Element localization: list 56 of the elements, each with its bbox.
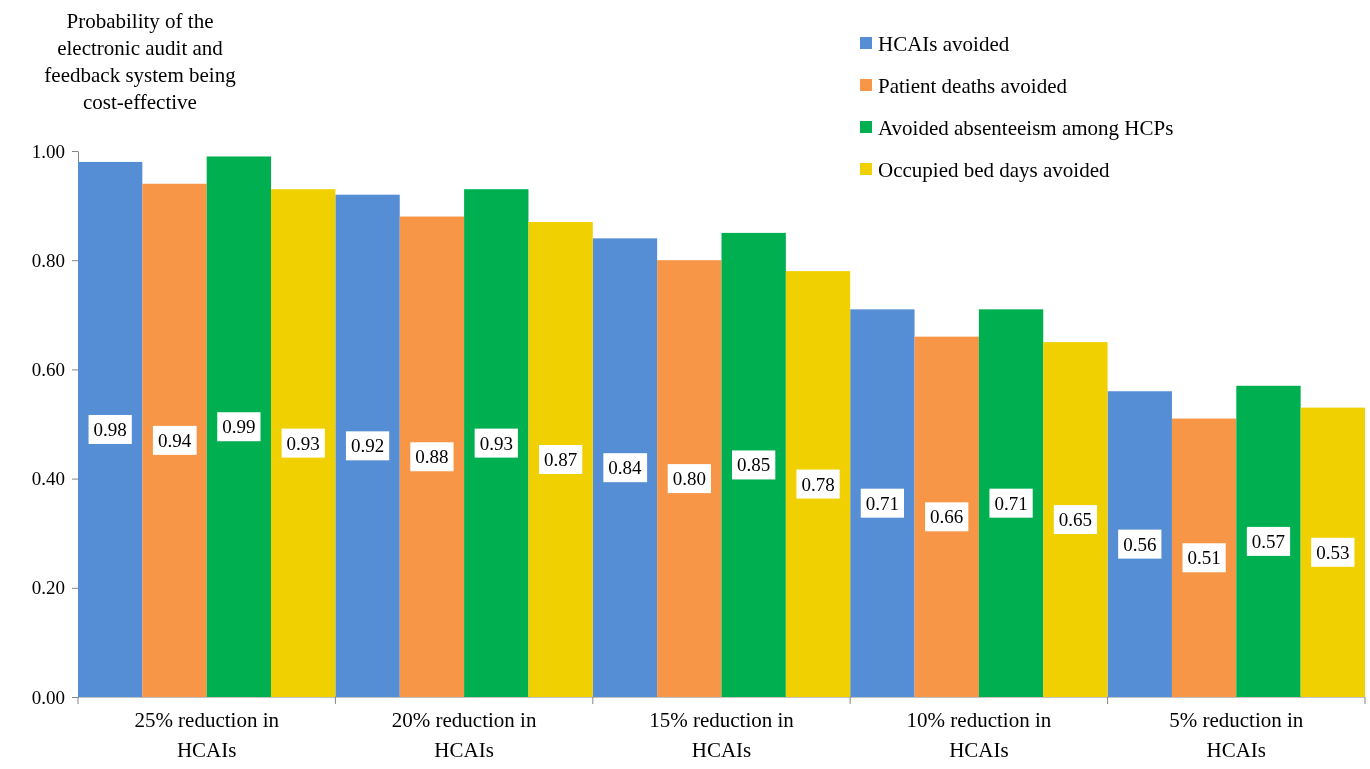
data-label: 0.85	[737, 454, 771, 476]
y-tick-label: 0.80	[31, 249, 65, 271]
data-label: 0.57	[1251, 530, 1286, 552]
data-label: 0.88	[415, 446, 449, 468]
bar	[1171, 418, 1237, 697]
data-label: 0.84	[608, 457, 643, 479]
legend-label: HCAIs avoided	[878, 32, 1010, 56]
bar	[657, 260, 722, 697]
data-label: 0.71	[865, 492, 899, 514]
legend-label: Avoided absenteeism among HCPs	[878, 116, 1174, 140]
bar	[206, 156, 272, 697]
x-tick-label: 25% reduction in HCAIs	[134, 708, 280, 762]
bar	[271, 189, 336, 697]
y-tick-label: 0.40	[31, 468, 65, 490]
legend-label: Occupied bed days avoided	[878, 158, 1110, 182]
y-tick-label: 0.00	[31, 686, 65, 708]
bar	[1236, 385, 1301, 697]
y-tick-label: 0.20	[31, 577, 65, 599]
bar	[78, 161, 143, 697]
x-tick-label: 10% reduction in HCAIs	[906, 708, 1052, 762]
bar	[1107, 391, 1172, 697]
data-label: 0.53	[1316, 541, 1350, 563]
bar	[785, 271, 851, 697]
data-label: 0.92	[350, 435, 385, 457]
legend-label: Patient deaths avoided	[878, 74, 1068, 98]
bar	[592, 238, 658, 697]
data-label: 0.78	[801, 473, 835, 495]
data-label: 0.66	[930, 506, 964, 528]
bar	[399, 216, 465, 697]
x-tick-label: 5% reduction in HCAIs	[1169, 708, 1304, 762]
data-label: 0.93	[479, 432, 513, 454]
data-label: 0.99	[222, 416, 256, 438]
bar	[335, 194, 400, 697]
data-label: 0.98	[93, 418, 127, 440]
bar	[850, 309, 915, 697]
data-label: 0.87	[544, 448, 578, 470]
y-tick-label: 1.00	[31, 140, 65, 162]
bar	[1043, 342, 1108, 697]
x-tick-label: 15% reduction in HCAIs	[649, 708, 795, 762]
bar	[914, 336, 979, 697]
data-label: 0.94	[157, 429, 192, 451]
y-axis-title: Probability of the electronic audit and feedback system being cost-effective	[44, 9, 237, 114]
bar	[464, 189, 529, 697]
data-label: 0.71	[994, 492, 1028, 514]
bar	[528, 221, 593, 697]
data-label: 0.80	[672, 468, 706, 490]
data-label: 0.51	[1187, 547, 1221, 569]
y-tick-label: 0.60	[31, 358, 65, 380]
x-tick-label: 20% reduction in HCAIs	[391, 708, 537, 762]
data-label: 0.93	[286, 432, 320, 454]
data-label: 0.56	[1123, 533, 1157, 555]
bar	[721, 232, 786, 697]
data-label: 0.65	[1058, 509, 1093, 531]
bar	[1300, 407, 1365, 697]
bar	[142, 183, 207, 697]
bar	[978, 309, 1044, 697]
